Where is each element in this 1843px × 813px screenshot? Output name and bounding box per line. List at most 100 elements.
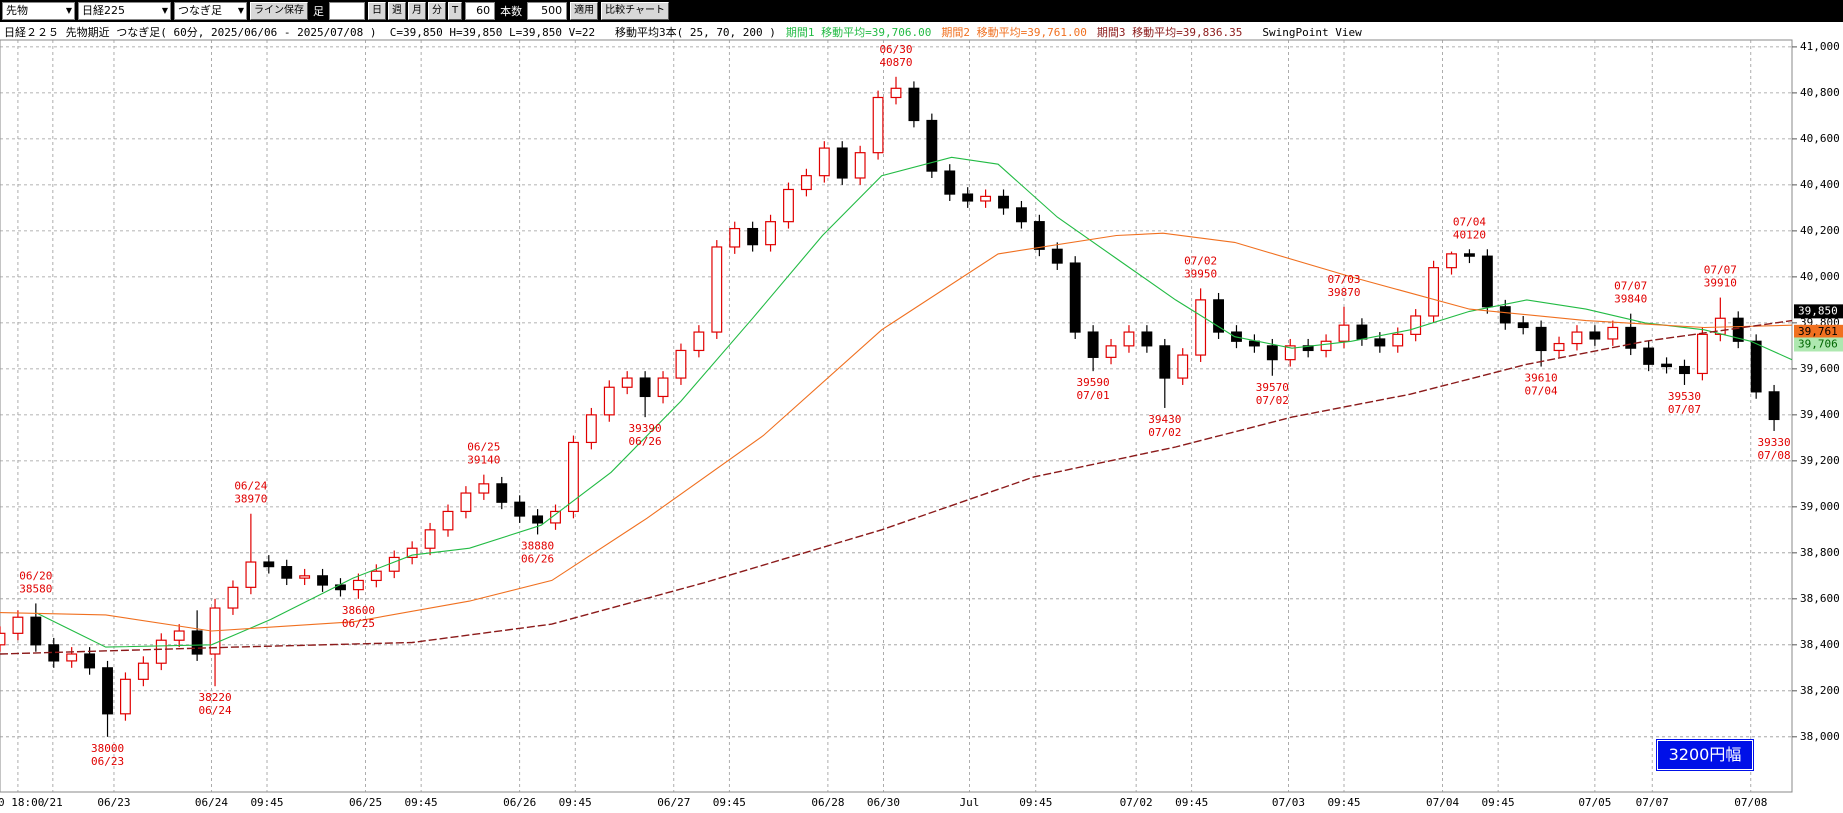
candle-body [1320,340,1332,352]
x-tick-label: 07/08 [1734,796,1767,809]
x-tick-label: Jul [960,796,980,809]
candle-body [1499,306,1511,324]
market-select[interactable]: 先物 [2,2,75,20]
candle-body [1051,248,1063,264]
last-value-box [1794,304,1843,319]
candle-body [281,566,293,579]
legend: 期間1 移動平均=39,706.00 期間2 移動平均=39,761.00 期間3 … [786,26,1252,39]
candle-body [980,195,992,202]
swing-label: 07/02 [1256,394,1289,407]
swing-label: 06/24 [234,480,267,493]
candle-body [800,175,812,191]
swing-label: 07/04 [1453,215,1486,228]
ma-line [0,319,1792,655]
period-button[interactable]: 月 [408,2,426,20]
x-tick-label: 06/27 [657,796,690,809]
swing-label: 39840 [1614,293,1647,306]
candle-body [1625,326,1637,349]
mode-select[interactable]: つなぎ足 [174,2,247,20]
swing-label: 07/07 [1614,280,1647,293]
swing-label: 39950 [1184,267,1217,280]
x-tick-label: 09:45 [559,796,592,809]
candle-body [1248,340,1260,347]
x-tick-label: 07/07 [1636,796,1669,809]
count-input[interactable]: 500 [527,2,568,20]
legend-entry: 期間3 移動平均=39,836.35 [1096,26,1243,39]
candle-body [550,510,561,524]
chart-title: 日経２２５ 先物期近 つなぎ足( 60分, 2025/06/06 - 2025/… [4,26,776,39]
swing-label: 39590 [1077,376,1110,389]
y-tick-label: 38,600 [1800,592,1840,605]
swing-label: 06/25 [467,441,500,454]
candle-body [1159,345,1171,379]
swing-label: 07/03 [1327,273,1360,286]
candle-body [245,561,257,588]
y-tick-label: 38,000 [1800,730,1840,743]
candle-body [1392,333,1404,347]
candle-body [317,575,328,586]
grid [0,40,1792,792]
x-tick-label: 09:45 [713,796,746,809]
swing-label: 06/23 [91,755,124,768]
swing-label: 07/02 [1184,254,1217,267]
candle-body [30,616,42,646]
compare-button[interactable]: 比較チャート [601,2,670,20]
bar-label: 足 [313,5,324,18]
x-tick-label: 06/30 [867,796,900,809]
last-value-label: 39,850 [1798,304,1838,317]
candle-body [263,561,275,568]
candle-body [370,570,382,582]
last-value-box [1794,324,1843,339]
period-button[interactable]: 日 [368,2,386,20]
candle-body [1428,267,1440,317]
candle-body [693,331,705,352]
swing-label: 38600 [342,604,375,617]
x-tick-label: 07/05 [1578,796,1611,809]
plot-area [0,39,1793,793]
x-tick-label: 09:45 [1019,796,1052,809]
period-button[interactable]: 週 [388,2,406,20]
candle-body [460,492,472,513]
y-tick-label: 41,000 [1800,40,1840,53]
swing-label: 38880 [521,539,554,552]
candle-body [1374,338,1386,347]
apply-button[interactable]: 適用 [570,2,599,20]
candle-body [12,616,24,634]
period-button[interactable]: T [448,2,463,20]
period-button[interactable]: 分 [428,2,446,20]
y-tick-label: 38,800 [1800,546,1840,559]
range-badge: 3200円幅 [1656,739,1754,771]
candle-body [872,96,884,154]
swing-label: 06/25 [342,617,375,630]
swing-label: 39910 [1704,277,1737,290]
candle-body [908,87,920,122]
symbol-select[interactable]: 日経225 [78,2,171,20]
save-line-button[interactable]: ライン保存 [250,2,308,20]
swing-label: 39140 [467,454,500,467]
candle-body [514,501,526,517]
candle-body [173,630,185,641]
candle-body [1535,326,1547,352]
swing-label: 39870 [1327,286,1360,299]
minutes-input[interactable]: 60 [465,2,496,20]
candle-body [1069,262,1081,333]
candle-body [1177,354,1189,379]
bar-input[interactable] [329,2,365,20]
candle-body [1714,317,1726,335]
ma-line [0,232,1792,632]
candle-body [585,414,597,444]
x-tick-label: 09:45 [1327,796,1360,809]
x-tick-label: 09:45 [405,796,438,809]
candle-body [926,119,938,172]
swing-label: 39530 [1668,390,1701,403]
swing-label: 06/26 [521,552,554,565]
candle-body [1410,315,1422,335]
y-tick-label: 40,600 [1800,132,1840,145]
candle-body [621,377,633,388]
swing-label: 07/07 [1704,264,1737,277]
candle-body [1123,331,1135,347]
candle-body [442,510,454,531]
candle-body [406,547,418,559]
swing-label: 38000 [91,742,124,755]
